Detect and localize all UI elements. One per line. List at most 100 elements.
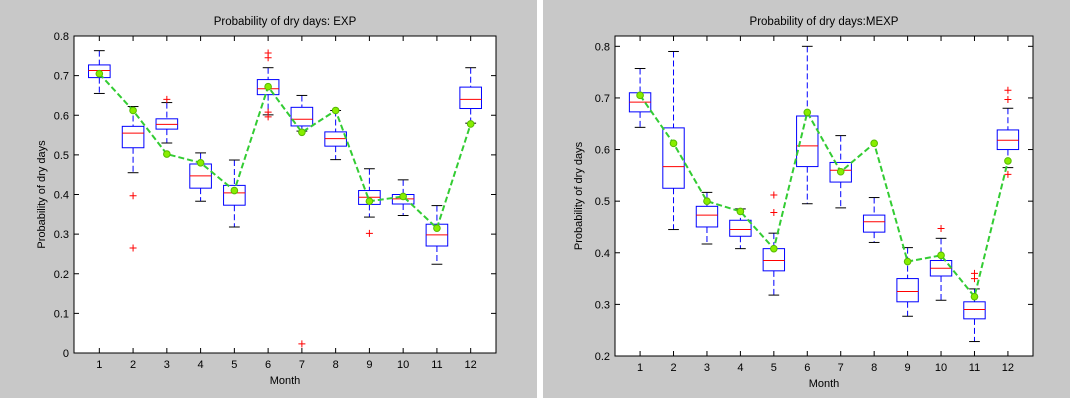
box	[695, 205, 719, 228]
chart-mexp: Probability of dry days:MEXP Month Proba…	[573, 16, 1034, 390]
series-point	[163, 150, 171, 158]
series-point	[95, 69, 104, 78]
x-tick-label: 10	[935, 362, 947, 374]
y-tick-label: 0.4	[595, 248, 610, 260]
x-tick-label: 5	[771, 362, 777, 374]
y-tick-label: 0.5	[54, 150, 69, 162]
series-point	[298, 128, 306, 137]
box	[729, 219, 752, 237]
box	[459, 86, 482, 110]
box	[662, 127, 685, 189]
series-point	[803, 108, 812, 117]
series-point	[433, 224, 441, 232]
outlier-marker	[129, 192, 137, 200]
outlier-marker	[1004, 86, 1012, 94]
y-axis-label: Probability of dry days	[573, 141, 585, 250]
box-month-4	[729, 208, 752, 250]
box	[121, 125, 145, 149]
y-tick-label: 0.2	[54, 269, 69, 281]
series-point	[331, 106, 340, 115]
x-axis-label: Month	[270, 375, 301, 387]
box	[256, 79, 280, 96]
y-tick-label: 0.2	[595, 351, 610, 363]
series-point	[736, 207, 745, 216]
chart-panel-exp: Probability of dry days: EXP Month Proba…	[0, 0, 537, 398]
box-month-8	[862, 197, 886, 243]
box	[223, 184, 246, 206]
x-tick-label: 9	[366, 359, 372, 371]
plot-area	[614, 35, 1034, 357]
x-tick-label: 6	[804, 362, 810, 374]
series-point	[836, 167, 845, 176]
series-point	[870, 139, 878, 148]
outlier-marker	[129, 244, 137, 252]
x-tick-label: 8	[871, 362, 877, 374]
y-tick-label: 0.4	[54, 190, 69, 202]
x-tick-label: 3	[704, 362, 710, 374]
x-tick-label: 9	[905, 362, 911, 374]
y-tick-label: 0.1	[54, 308, 69, 320]
series-point	[399, 192, 407, 201]
y-tick-label: 0.6	[595, 145, 610, 157]
y-tick-label: 0.3	[54, 229, 69, 241]
y-tick-label: 0.6	[54, 110, 69, 122]
y-tick-label: 0.5	[595, 196, 610, 208]
series-point	[466, 120, 475, 128]
box	[862, 214, 886, 233]
box	[996, 129, 1020, 151]
x-tick-label: 7	[299, 359, 305, 371]
x-tick-label: 12	[465, 359, 477, 371]
series-point	[903, 257, 912, 266]
series-point	[970, 292, 979, 301]
series-point	[937, 251, 945, 260]
series-point	[196, 159, 205, 167]
x-tick-label: 1	[96, 359, 102, 371]
box-month-11	[425, 205, 449, 265]
x-tick-label: 11	[431, 359, 442, 371]
y-tick-label: 0	[63, 348, 69, 360]
outlier-marker	[163, 95, 171, 103]
box-month-9	[358, 168, 381, 237]
chart-exp: Probability of dry days: EXP Month Proba…	[36, 16, 497, 387]
y-tick-label: 0.8	[595, 41, 610, 53]
plot-area	[73, 35, 497, 354]
series-point	[703, 197, 711, 205]
box	[829, 161, 852, 183]
outlier-marker	[770, 209, 778, 217]
outlier-marker	[264, 54, 272, 62]
x-tick-label: 3	[164, 359, 170, 371]
series-point	[770, 244, 778, 253]
series-point	[365, 197, 374, 206]
box-month-12	[996, 86, 1020, 178]
box-month-2	[662, 50, 685, 231]
series-point	[636, 91, 644, 100]
box	[88, 64, 111, 79]
outlier-marker	[365, 229, 373, 237]
x-tick-label: 1	[637, 362, 643, 374]
x-tick-label: 4	[737, 362, 743, 374]
outlier-marker	[770, 191, 778, 199]
x-tick-label: 12	[1002, 362, 1014, 374]
box-month-10	[929, 225, 953, 301]
outlier-marker	[264, 113, 272, 121]
y-axis-label: Probability of dry days	[36, 140, 48, 249]
outlier-marker	[298, 340, 306, 348]
x-tick-label: 8	[333, 359, 339, 371]
x-tick-label: 7	[838, 362, 844, 374]
y-tick-label: 0.7	[54, 71, 69, 83]
y-tick-label: 0.3	[595, 299, 610, 311]
x-tick-label: 2	[130, 359, 136, 371]
outlier-marker	[970, 275, 978, 283]
x-tick-label: 10	[397, 359, 409, 371]
x-tick-label: 2	[670, 362, 676, 374]
box	[896, 278, 919, 303]
outlier-marker	[937, 225, 945, 233]
box-month-3	[155, 95, 179, 144]
box-month-3	[695, 191, 719, 245]
series-line	[98, 72, 472, 230]
outlier-marker	[1004, 170, 1012, 178]
chart-title: Probability of dry days:MEXP	[750, 16, 899, 28]
x-tick-label: 11	[969, 362, 980, 374]
chart-title: Probability of dry days: EXP	[214, 16, 357, 28]
x-axis-label: Month	[809, 378, 840, 390]
